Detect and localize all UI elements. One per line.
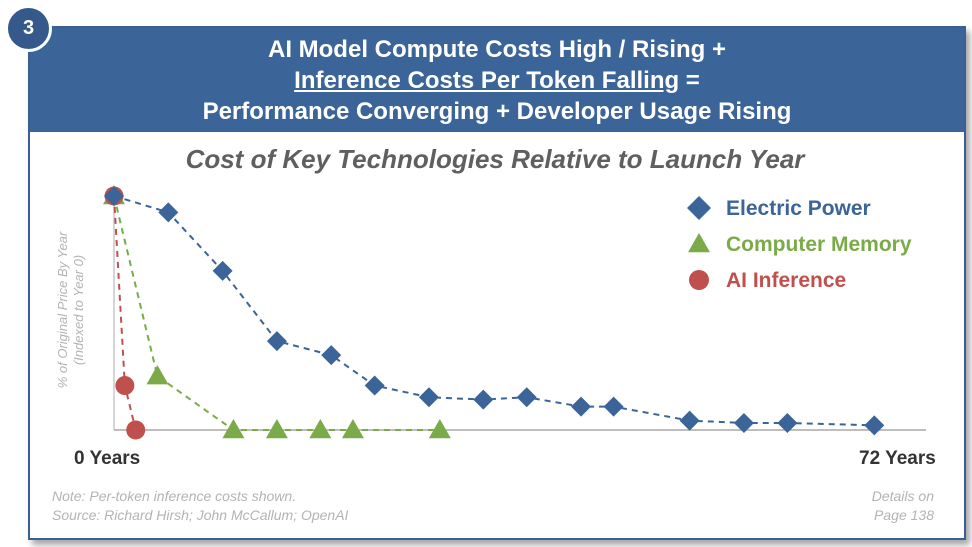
footnote-line-2: Source: Richard Hirsh; John McCallum; Op… <box>52 507 349 523</box>
legend-label-electric-power: Electric Power <box>726 197 871 220</box>
electric-power-point-9 <box>571 396 592 417</box>
headline-banner: AI Model Compute Costs High / Rising + I… <box>30 28 964 132</box>
computer-memory-line <box>113 195 440 431</box>
electric-power-point-0 <box>104 186 124 206</box>
computer-memory-point-6 <box>428 419 451 439</box>
electric-power-point-2 <box>212 260 233 281</box>
headline-line-2: Inference Costs Per Token Falling = <box>30 65 964 96</box>
legend-label-ai-inference: AI Inference <box>726 269 847 292</box>
x-tick-label-start: 0 Years <box>74 448 141 469</box>
details-line-2: Page 138 <box>874 507 934 523</box>
electric-power-point-10 <box>603 396 624 417</box>
electric-power-point-4 <box>321 345 342 366</box>
legend-marker-electric-power <box>687 196 711 220</box>
computer-memory-point-5 <box>341 419 364 439</box>
x-tick-label-end: 72 Years <box>859 448 936 469</box>
legend-marker-computer-memory <box>688 233 710 253</box>
details-line-1: Details on <box>871 488 934 504</box>
electric-power-point-12 <box>733 412 754 433</box>
electric-power-point-14 <box>864 415 885 436</box>
computer-memory-point-2 <box>222 419 245 439</box>
electric-power-point-7 <box>473 389 494 410</box>
headline-line-3: Performance Converging + Developer Usage… <box>202 97 792 125</box>
electric-power-point-13 <box>777 412 798 433</box>
ai-inference-point-2 <box>126 420 146 440</box>
footnote: Note: Per-token inference costs shown. S… <box>52 487 348 525</box>
headline-line-1: AI Model Compute Costs High / Rising + <box>267 35 726 63</box>
electric-power-point-8 <box>516 387 537 408</box>
electric-power-line <box>113 195 875 427</box>
electric-power-point-1 <box>158 202 179 223</box>
section-number-badge: 3 <box>5 5 52 52</box>
electric-power-point-3 <box>266 331 287 352</box>
legend-label-computer-memory: Computer Memory <box>726 233 912 256</box>
headline-line-2-suffix: = <box>679 66 700 94</box>
footnote-line-1: Note: Per-token inference costs shown. <box>52 488 297 504</box>
computer-memory-point-1 <box>146 365 169 385</box>
ai-inference-point-1 <box>115 376 135 396</box>
computer-memory-point-4 <box>309 419 332 439</box>
computer-memory-point-3 <box>265 419 288 439</box>
legend-marker-ai-inference <box>689 270 709 290</box>
electric-power-point-11 <box>679 410 700 431</box>
electric-power-point-6 <box>418 387 439 408</box>
slide-card: AI Model Compute Costs High / Rising + I… <box>28 26 966 540</box>
headline-underlined-text: Inference Costs Per Token Falling <box>294 66 680 94</box>
electric-power-point-5 <box>364 375 385 396</box>
details-reference: Details on Page 138 <box>872 487 934 525</box>
chart-title: Cost of Key Technologies Relative to Lau… <box>185 144 805 174</box>
